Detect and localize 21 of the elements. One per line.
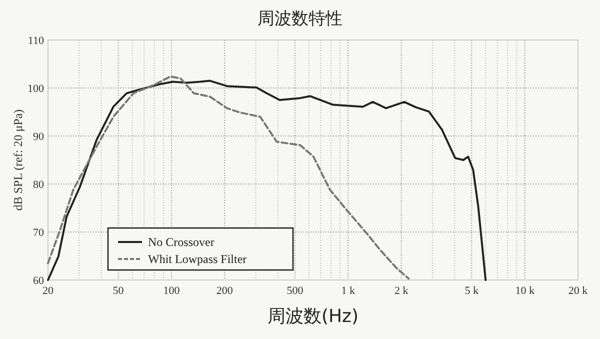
chart-title: 周波数特性 xyxy=(258,9,342,29)
y-tick-label: 100 xyxy=(28,83,44,95)
legend-label: Whit Lowpass Filter xyxy=(148,252,247,266)
x-tick-label: 200 xyxy=(216,285,234,297)
y-tick-label: 80 xyxy=(33,179,44,191)
x-tick-label: 20 k xyxy=(568,285,588,297)
y-tick-label: 60 xyxy=(33,275,44,287)
x-axis-title: 周波数(Hz) xyxy=(267,306,359,327)
x-tick-label: 10 k xyxy=(515,285,535,297)
x-tick-label: 2 k xyxy=(394,285,409,297)
x-tick-label: 500 xyxy=(286,285,304,297)
y-tick-label: 70 xyxy=(33,227,44,239)
x-tick-label: 50 xyxy=(112,285,124,297)
x-tick-label: 100 xyxy=(163,285,180,297)
y-tick-label: 90 xyxy=(33,131,44,143)
x-tick-label: 5 k xyxy=(464,285,480,297)
y-axis-title: dB SPL (ref: 20 μPa) xyxy=(11,109,25,211)
x-tick-label: 20 xyxy=(42,285,54,297)
x-tick-label: 1 k xyxy=(341,285,356,297)
y-tick-label: 110 xyxy=(28,35,44,47)
legend-label: No Crossover xyxy=(148,235,214,249)
